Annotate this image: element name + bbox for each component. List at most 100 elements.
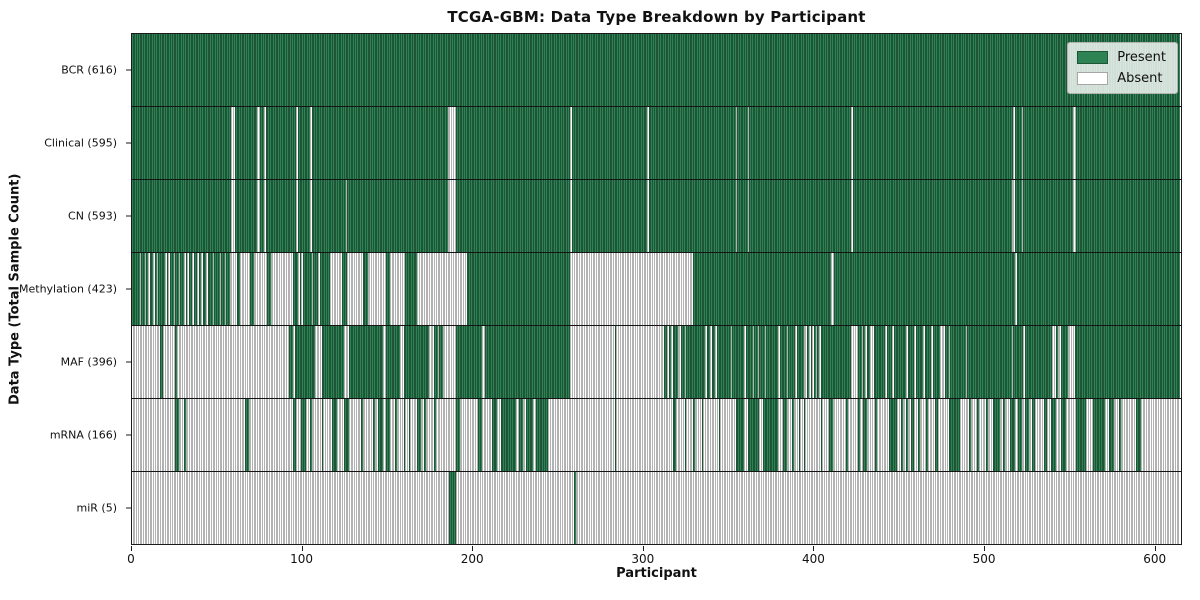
cell-present (151, 180, 154, 252)
cell-present (466, 326, 469, 398)
cell-present (369, 180, 372, 252)
cell-absent (393, 472, 395, 544)
cell-present (287, 180, 290, 252)
cell-present (812, 253, 814, 325)
cell-present (1014, 180, 1017, 252)
cell-present (515, 326, 518, 398)
cell-present (1169, 107, 1172, 179)
cell-present (614, 326, 617, 398)
cell-absent (532, 472, 535, 544)
cell-present (415, 253, 418, 325)
cell-present (773, 253, 775, 325)
cell-present (1088, 180, 1090, 252)
cell-present (250, 180, 252, 252)
cell-present (166, 107, 169, 179)
cell-present (957, 399, 959, 471)
cell-present (526, 253, 528, 325)
cell-present (561, 253, 564, 325)
cell-absent (1059, 399, 1061, 471)
cell-absent (1074, 399, 1077, 471)
cell-present (1142, 253, 1145, 325)
cell-absent (1060, 472, 1063, 544)
cell-absent (885, 326, 888, 398)
cell-absent (134, 399, 137, 471)
cell-absent (1014, 253, 1017, 325)
cell-present (471, 34, 474, 106)
cell-absent (1118, 472, 1121, 544)
cell-present (1130, 326, 1133, 398)
cell-present (749, 34, 751, 106)
cell-absent (132, 472, 135, 544)
cell-absent (856, 472, 859, 544)
cell-present (732, 253, 734, 325)
cell-present (1018, 326, 1021, 398)
cell-absent (384, 253, 387, 325)
cell-present (311, 180, 314, 252)
cell-present (694, 253, 697, 325)
cell-present (468, 180, 470, 252)
cell-present (989, 34, 992, 106)
cell-present (190, 253, 193, 325)
cell-present (905, 399, 908, 471)
cell-present (713, 180, 716, 252)
cell-absent (767, 472, 770, 544)
cell-present (1040, 253, 1043, 325)
cell-absent (325, 472, 327, 544)
cell-present (894, 326, 896, 398)
cell-absent (280, 472, 283, 544)
cell-absent (628, 253, 631, 325)
cell-present (272, 180, 275, 252)
cell-absent (1028, 472, 1031, 544)
cell-present (226, 34, 229, 106)
cell-absent (580, 253, 583, 325)
cell-absent (694, 399, 697, 471)
cell-present (521, 253, 523, 325)
cell-absent (638, 253, 641, 325)
cell-present (1001, 107, 1003, 179)
cell-absent (291, 399, 293, 471)
cell-present (708, 253, 711, 325)
cell-absent (638, 326, 641, 398)
cell-absent (435, 399, 438, 471)
cell-absent (240, 399, 242, 471)
cell-absent (429, 326, 431, 398)
cell-present (718, 326, 721, 398)
cell-absent (265, 472, 268, 544)
cell-absent (1030, 472, 1032, 544)
cell-absent (412, 399, 414, 471)
cell-present (970, 253, 973, 325)
cell-absent (149, 399, 152, 471)
cell-present (463, 326, 465, 398)
cell-present (640, 180, 642, 252)
cell-present (248, 34, 251, 106)
cell-absent (338, 253, 341, 325)
cell-absent (222, 472, 225, 544)
cell-present (567, 180, 569, 252)
cell-present (633, 107, 636, 179)
cell-present (234, 180, 237, 252)
cell-absent (1011, 326, 1014, 398)
cell-present (948, 34, 951, 106)
cell-absent (180, 326, 183, 398)
cell-absent (384, 326, 387, 398)
cell-absent (723, 399, 726, 471)
cell-present (771, 399, 774, 471)
cell-absent (275, 399, 278, 471)
cell-absent (606, 253, 608, 325)
cell-present (710, 107, 712, 179)
cell-present (652, 107, 654, 179)
cell-present (800, 34, 803, 106)
cell-absent (609, 399, 612, 471)
cell-present (1081, 107, 1084, 179)
cell-absent (258, 326, 261, 398)
cell-absent (151, 399, 154, 471)
cell-absent (413, 472, 416, 544)
cell-absent (812, 399, 814, 471)
cell-absent (584, 253, 586, 325)
cell-present (284, 107, 286, 179)
cell-present (297, 34, 300, 106)
cell-present (1050, 253, 1053, 325)
cell-present (142, 180, 145, 252)
cell-present (842, 180, 845, 252)
cell-absent (357, 399, 360, 471)
